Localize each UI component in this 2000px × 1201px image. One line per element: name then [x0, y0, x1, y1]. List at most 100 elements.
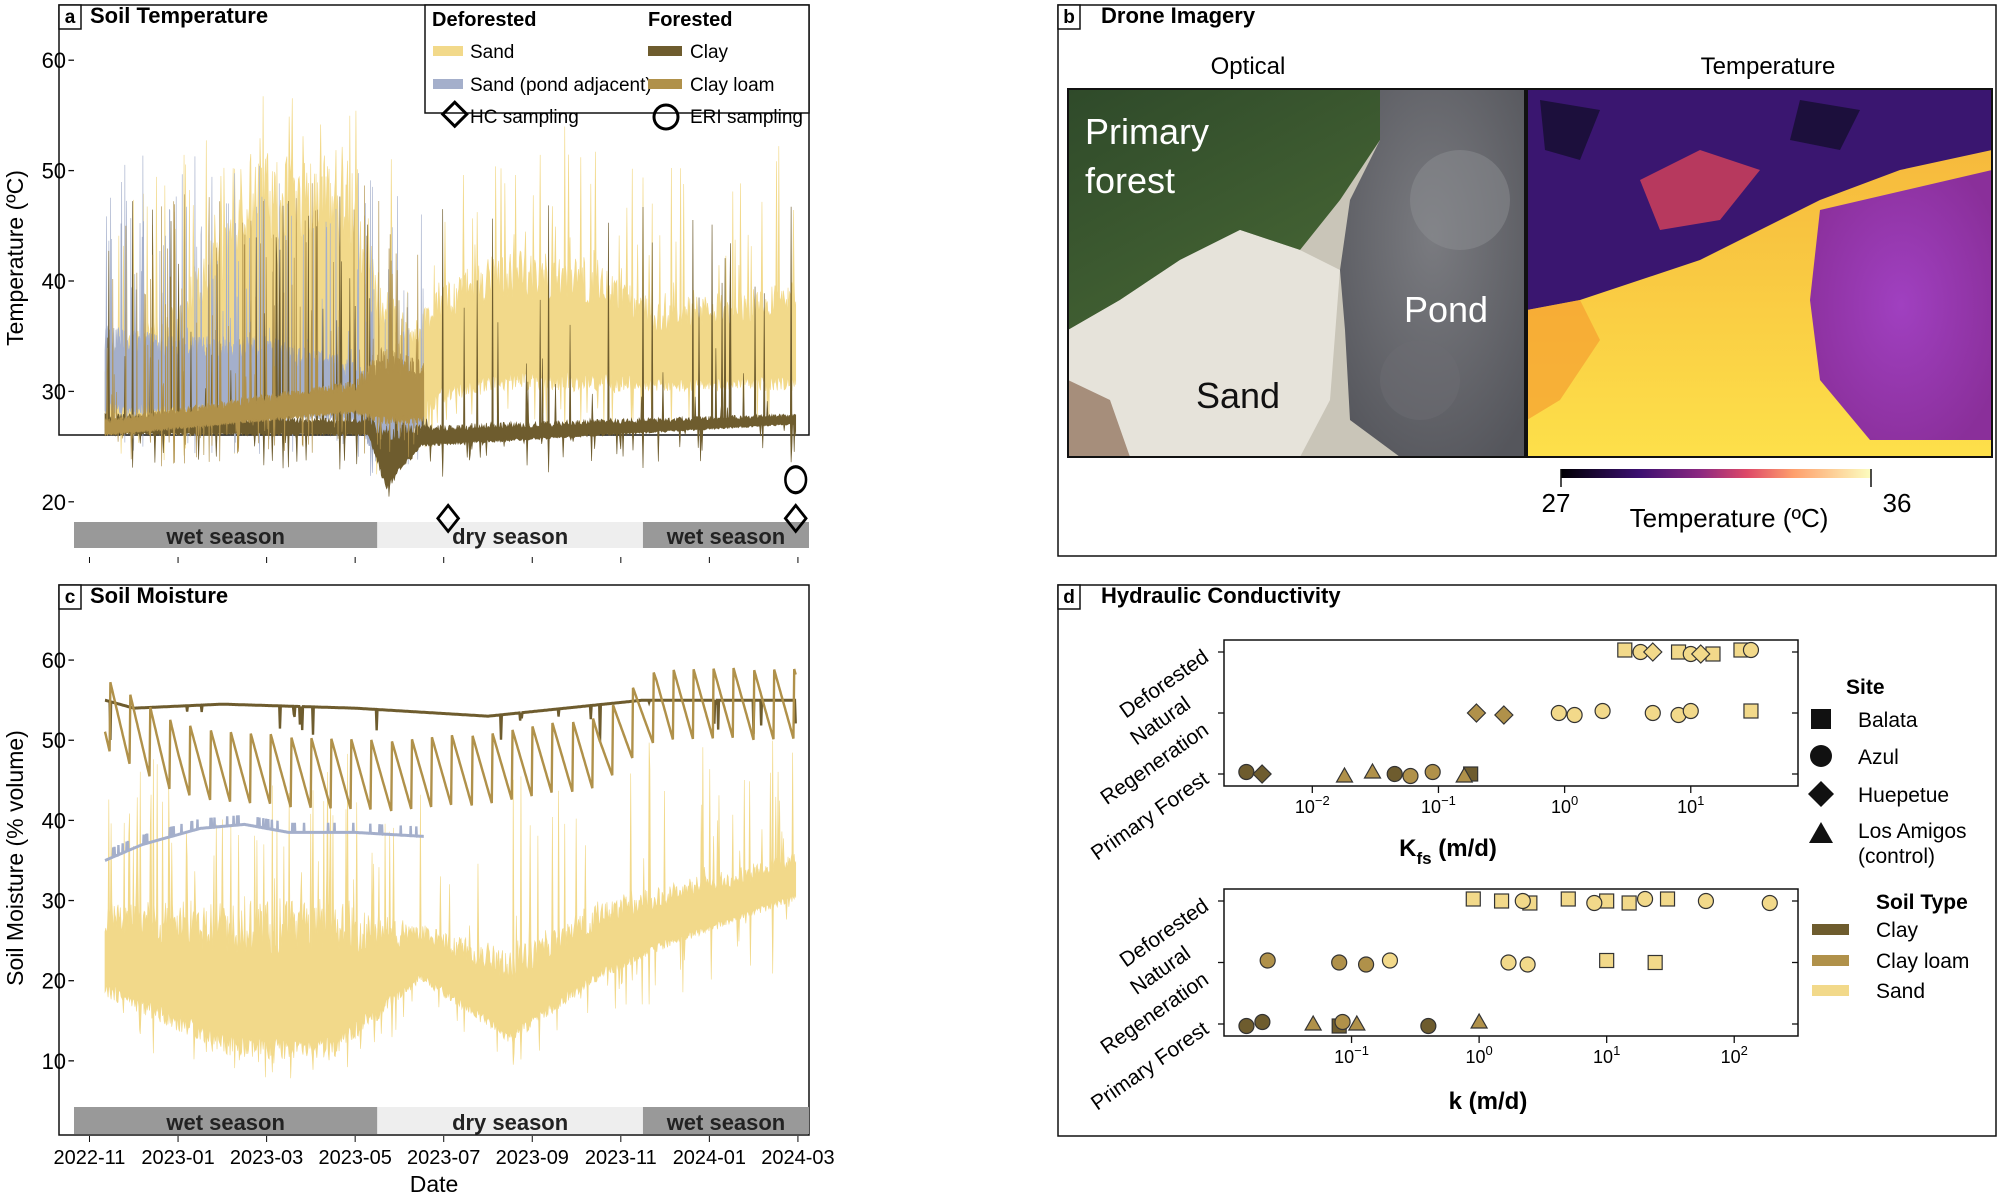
hc-sampling-marker-2	[783, 503, 808, 534]
kfs-x-tick-exp--2: −2	[1315, 793, 1330, 808]
kfs-xlabel-main: K	[1399, 835, 1417, 862]
season-label-1: wet season	[165, 524, 285, 549]
kfs-cat-label-0-0: Primary Forest	[1087, 767, 1213, 865]
k-point-20	[1647, 954, 1663, 971]
season-bar-2	[377, 522, 643, 548]
k-point-7	[1659, 891, 1676, 907]
season-label-3: wet season	[666, 1110, 786, 1135]
x-tick-label-5: 2023-09	[496, 1147, 569, 1169]
legend-hc-label: HC sampling	[470, 107, 579, 128]
k-point-23	[1304, 1014, 1323, 1031]
k-point-10	[1636, 890, 1654, 908]
y-tick-label-20: 20	[42, 969, 66, 994]
temperature-heading: Temperature	[1701, 53, 1836, 80]
series-sand	[104, 740, 797, 1079]
thermal-image	[1526, 88, 1993, 458]
k-x-tick-label--1: 10−1	[1334, 1043, 1369, 1067]
soil-clay-swatch	[1812, 924, 1849, 935]
y-tick-label-60: 60	[42, 648, 66, 673]
y-tick-label-10: 10	[42, 1049, 66, 1074]
k-x-tick-exp-2: 2	[1741, 1043, 1748, 1058]
soil-legend-header: Soil Type	[1876, 891, 1968, 914]
panel-b-letter: b	[1063, 7, 1075, 28]
moisture-xlabel: Date	[410, 1171, 459, 1197]
y-tick-label-40: 40	[42, 269, 66, 294]
legend-sand-swatch	[433, 46, 463, 56]
legend-clay-loam-label: Clay loam	[690, 75, 774, 96]
kfs-point-13	[1594, 702, 1611, 720]
k-point-12	[1761, 894, 1778, 912]
kfs-point-16	[1682, 702, 1699, 720]
kfs-x-tick-label-0: 100	[1551, 793, 1578, 817]
panel-b-title: Drone Imagery	[1101, 3, 1256, 28]
soil-sand-swatch	[1812, 985, 1849, 996]
y-tick-label-60: 60	[42, 48, 66, 73]
legend-forested-header: Forested	[648, 9, 732, 31]
colorbar-max-label: 36	[1883, 488, 1912, 518]
panel-b-frame	[1057, 4, 1997, 557]
x-tick-label-2: 2023-03	[230, 1147, 303, 1169]
panel-b-letter-box	[1057, 4, 1081, 30]
temperature-plot: wet season dry season wet season 20 30 40 50 60	[42, 48, 809, 563]
panel-d: d Hydraulic Conductivity 10−2 10−1 100 101P…	[1057, 583, 1997, 1137]
kfs-point-24	[1402, 767, 1419, 785]
legend-clay-swatch	[648, 46, 682, 56]
kfs-point-21	[1335, 766, 1354, 783]
site-legend-control: (control)	[1858, 845, 1935, 868]
series-clay-loam	[104, 183, 425, 467]
kfs-point-14	[1644, 704, 1661, 722]
site-legend-azul: Azul	[1858, 746, 1899, 769]
soil-clay-loam-swatch	[1812, 955, 1849, 966]
legend-box	[424, 4, 810, 114]
k-cat-label-0-0: Primary Forest	[1087, 1017, 1213, 1115]
y-tick-label-30: 30	[42, 379, 66, 404]
panel-c-title: Soil Moisture	[90, 583, 228, 608]
panel-d-letter: d	[1063, 587, 1075, 608]
legend-sand-pond-label: Sand (pond adjacent)	[470, 75, 652, 96]
x-tick-label-7: 2024-01	[673, 1147, 746, 1169]
k-point-11	[1697, 892, 1715, 910]
optical-image	[1067, 88, 1526, 458]
kfs-x-tick-exp--1: −1	[1441, 793, 1456, 808]
panel-b: b Drone Imagery Optical Temperature Prim…	[1057, 3, 1997, 557]
hc-sampling-marker-1	[436, 503, 461, 534]
series-clay-loam	[103, 667, 797, 812]
kfs-x-tick-label--2: 10−2	[1295, 793, 1330, 817]
k-point-22	[1254, 1013, 1271, 1031]
soil-legend-sand: Sand	[1876, 980, 1925, 1003]
kfs-x-tick-exp-0: 0	[1571, 793, 1578, 808]
panel-a-letter-box	[58, 4, 82, 30]
y-tick-label-30: 30	[42, 889, 66, 914]
k-point-16	[1381, 952, 1399, 969]
kfs-point-7	[1742, 641, 1760, 659]
site-legend-header: Site	[1846, 676, 1885, 699]
k-point-6	[1621, 895, 1637, 911]
kfs-point-8	[1642, 642, 1663, 662]
temperature-ylabel: Temperature (ºC)	[2, 170, 28, 346]
y-tick-label-40: 40	[42, 808, 66, 833]
x-tick-label-4: 2023-07	[407, 1147, 480, 1169]
kfs-point-1	[1617, 642, 1633, 658]
site-legend-los-amigos: Los Amigos	[1858, 820, 1967, 843]
azul-marker-icon	[1810, 745, 1832, 767]
pond-label: Pond	[1404, 289, 1488, 330]
kfs-point-22	[1363, 762, 1382, 779]
k-point-19	[1599, 952, 1615, 969]
primary-forest-label-1: Primary	[1085, 111, 1209, 152]
k-x-tick-exp--1: −1	[1354, 1043, 1369, 1058]
panel-d-letter-box	[1057, 584, 1081, 610]
kfs-xlabel-unit: (m/d)	[1432, 835, 1497, 862]
k-point-2	[1493, 893, 1510, 909]
k-xlabel: k (m/d)	[1449, 1088, 1528, 1115]
kfs-point-9	[1690, 644, 1711, 664]
season-bar-2	[377, 1107, 643, 1134]
panel-c-letter-box	[58, 584, 82, 610]
k-point-1	[1465, 891, 1481, 907]
balata-marker-icon	[1811, 709, 1831, 729]
k-x-tick-exp-1: 1	[1613, 1043, 1620, 1058]
y-tick-label-50: 50	[42, 728, 66, 753]
sand-label: Sand	[1196, 375, 1280, 416]
k-point-18	[1519, 956, 1536, 973]
primary-forest-label-2: forest	[1085, 160, 1175, 201]
